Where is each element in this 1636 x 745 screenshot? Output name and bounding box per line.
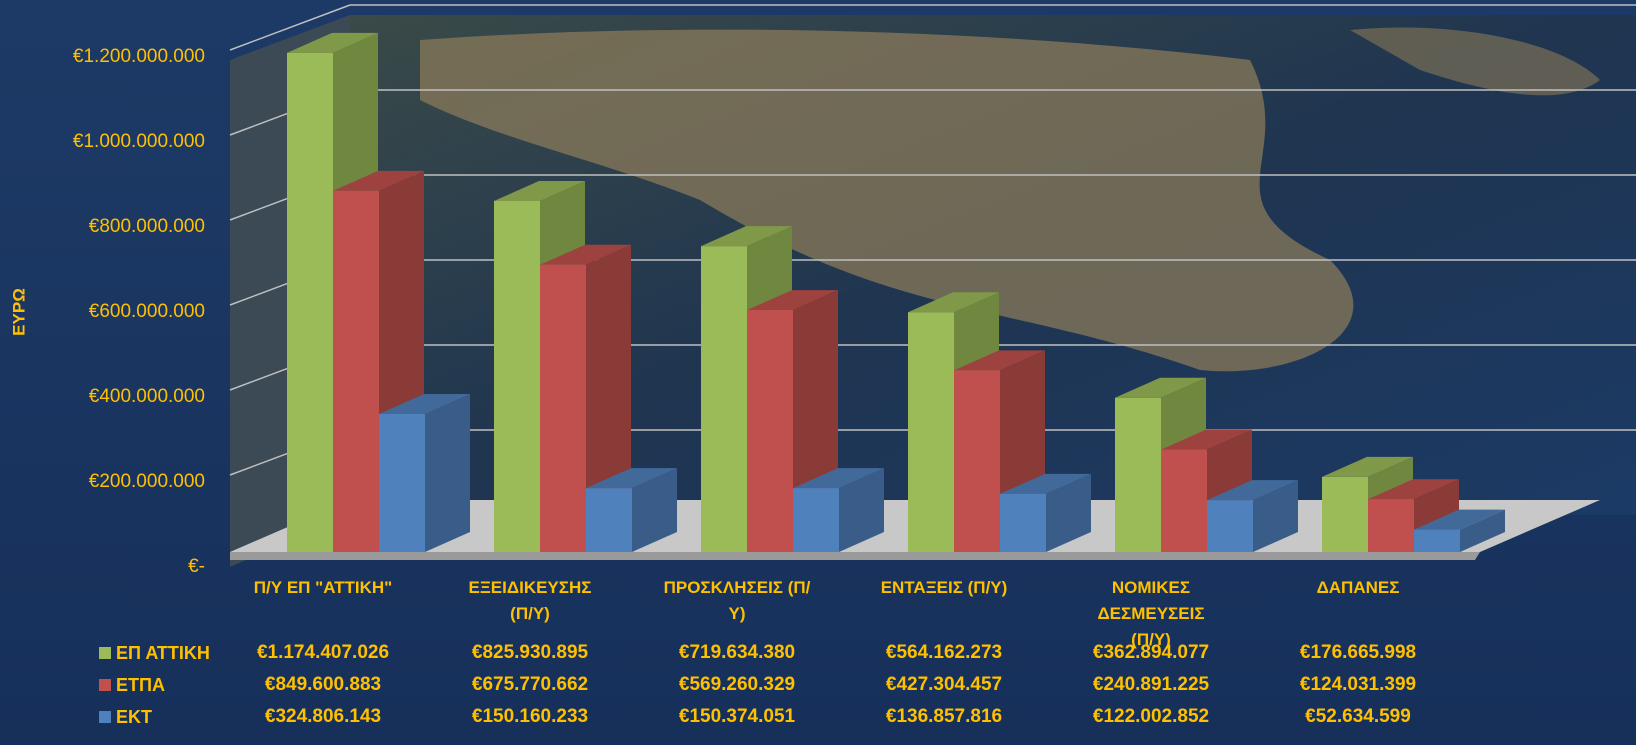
bar xyxy=(1000,473,1091,552)
bar-front xyxy=(287,52,333,552)
x-tick-label: ΔΑΠΑΝΕΣ xyxy=(1316,578,1400,597)
bar-top xyxy=(379,393,470,414)
bar-front xyxy=(1161,449,1207,552)
data-label: €675.770.662 xyxy=(471,674,589,695)
bar xyxy=(793,468,884,552)
grid-line xyxy=(229,4,351,51)
bar-top xyxy=(540,244,631,265)
bar-side xyxy=(1253,480,1298,552)
y-tick-label: €800.000.000 xyxy=(89,216,205,237)
bar-front xyxy=(1207,500,1253,552)
data-label: €150.374.051 xyxy=(678,706,796,727)
bar-top xyxy=(954,350,1045,371)
bar-front xyxy=(793,488,839,552)
data-label: €52.634.599 xyxy=(1305,706,1411,727)
bar xyxy=(586,468,677,552)
bar xyxy=(1414,509,1505,552)
y-tick-label: €- xyxy=(188,556,205,577)
bar-top xyxy=(701,226,792,247)
data-label: €150.160.233 xyxy=(471,706,589,727)
data-label: €427.304.457 xyxy=(885,674,1003,695)
legend-label: ΕΠ ΑΤΤΙΚΗ xyxy=(116,643,210,663)
bar-top xyxy=(1414,509,1505,530)
bar-front xyxy=(747,310,793,552)
bar-front xyxy=(1115,397,1161,552)
bar-front xyxy=(1414,529,1460,552)
y-tick-label: €400.000.000 xyxy=(89,386,205,407)
data-label: €124.031.399 xyxy=(1299,674,1417,695)
bar-top xyxy=(1000,473,1091,494)
legend-swatch xyxy=(99,711,111,723)
bar-top xyxy=(1207,480,1298,501)
y-tick-label: €1.000.000.000 xyxy=(73,131,205,152)
bar-front xyxy=(1322,476,1368,552)
y-tick-label: €1.200.000.000 xyxy=(73,46,205,67)
data-label: €1.174.407.026 xyxy=(256,642,390,663)
legend-label: ΕΤΠΑ xyxy=(116,675,165,695)
bar-top xyxy=(793,468,884,489)
bar-front xyxy=(494,200,540,552)
bar-top xyxy=(333,170,424,191)
data-label: €176.665.998 xyxy=(1299,642,1417,663)
bar-front xyxy=(1000,493,1046,552)
x-tick-label: Π/Υ ΕΠ "ΑΤΤΙΚΗ" xyxy=(253,578,393,597)
data-label: €825.930.895 xyxy=(471,642,589,663)
land xyxy=(1350,27,1600,96)
bar-top xyxy=(586,468,677,489)
x-tick-label: ΕΞΕΙΔΙΚΕΥΣΗΣ (Π/Υ) xyxy=(468,578,592,623)
data-label: €362.894.077 xyxy=(1092,642,1210,663)
bar-side xyxy=(839,468,884,552)
bar-top xyxy=(287,32,378,53)
legend-swatch xyxy=(99,679,111,691)
bar-top xyxy=(1161,429,1252,450)
data-label: €324.806.143 xyxy=(264,706,382,727)
bar-side xyxy=(1460,509,1505,552)
bar-top xyxy=(1368,479,1459,500)
bar-front xyxy=(1368,499,1414,552)
bar-front xyxy=(701,246,747,552)
bar xyxy=(540,244,631,552)
bar-front xyxy=(586,488,632,552)
data-label: €136.857.816 xyxy=(885,706,1003,727)
x-tick-label: ΕΝΤΑΞΕΙΣ (Π/Υ) xyxy=(880,578,1008,597)
bar-front xyxy=(908,312,954,552)
floor-edge xyxy=(230,552,1480,560)
bar-top xyxy=(494,180,585,201)
legend-label: ΕΚΤ xyxy=(116,707,152,727)
bar xyxy=(379,393,470,552)
x-tick-label: ΝΟΜΙΚΕΣ ΔΕΣΜΕΥΣΕΙΣ (Π/Υ) xyxy=(1097,578,1205,649)
bar-top xyxy=(908,292,999,313)
x-tick-label: ΠΡΟΣΚΛΗΣΕΙΣ (Π/Υ) xyxy=(663,578,811,623)
bar-top xyxy=(1115,377,1206,398)
data-label: €240.891.225 xyxy=(1092,674,1210,695)
bar-front xyxy=(954,370,1000,552)
bar-side xyxy=(425,393,470,552)
data-label: €564.162.273 xyxy=(885,642,1003,663)
bar-front xyxy=(333,190,379,553)
data-label: €719.634.380 xyxy=(678,642,796,663)
bar-top xyxy=(1322,456,1413,477)
bar xyxy=(1207,480,1298,552)
bar-side xyxy=(632,468,677,552)
bar-top xyxy=(747,290,838,311)
bar-front xyxy=(379,413,425,552)
y-tick-label: €200.000.000 xyxy=(89,471,205,492)
land xyxy=(420,29,1354,372)
data-label: €569.260.329 xyxy=(678,674,796,695)
y-tick-label: €600.000.000 xyxy=(89,301,205,322)
legend-swatch xyxy=(99,647,111,659)
bar-front xyxy=(540,264,586,552)
y-axis-label: ΕΥΡΩ xyxy=(9,288,28,336)
data-label: €122.002.852 xyxy=(1092,706,1210,727)
bar-side xyxy=(1046,473,1091,552)
data-label: €849.600.883 xyxy=(264,674,382,695)
